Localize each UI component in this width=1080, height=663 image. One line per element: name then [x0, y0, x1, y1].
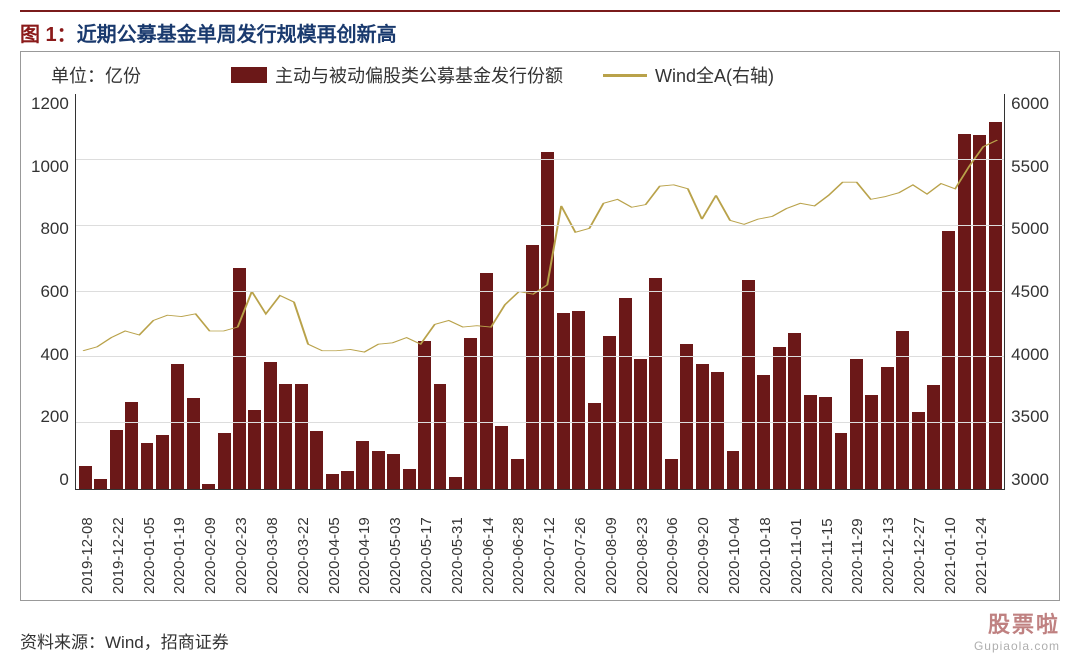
legend-row: 单位：亿份 主动与被动偏股类公募基金发行份额 Wind全A(右轴) [31, 60, 1049, 94]
line-path [83, 140, 997, 352]
y-right-tick: 5000 [1011, 219, 1049, 239]
title-text: 近期公募基金单周发行规模再创新高 [77, 24, 397, 46]
x-tick-label: 2019-12-22 [110, 494, 138, 594]
chart-title: 图 1：近期公募基金单周发行规模再创新高 [20, 18, 1060, 47]
x-tick-label: 2021-01-10 [942, 494, 970, 594]
x-tick-label: 2020-11-15 [819, 494, 847, 594]
y-right-tick: 5500 [1011, 157, 1049, 177]
x-tick-label: 2020-01-19 [171, 494, 199, 594]
y-right-tick: 3000 [1011, 470, 1049, 490]
x-tick-label: 2020-10-04 [726, 494, 754, 594]
plot-row: 1200 1000 800 600 400 200 0 6000 5500 5000 4500 40… [31, 94, 1049, 490]
grid-line [76, 291, 1004, 292]
line-layer [76, 94, 1004, 489]
x-tick-label: 2020-03-22 [295, 494, 323, 594]
x-tick-label: 2020-06-14 [480, 494, 508, 594]
figure-container: 图 1：近期公募基金单周发行规模再创新高 单位：亿份 主动与被动偏股类公募基金发… [0, 0, 1080, 663]
y-left-tick: 1200 [31, 94, 69, 114]
grid-line [76, 422, 1004, 423]
x-axis: 2019-12-082019-12-222020-01-052020-01-19… [31, 490, 1049, 594]
unit-label: 单位：亿份 [51, 62, 141, 88]
bar-swatch-icon [231, 67, 267, 83]
x-tick-label: 2020-09-20 [695, 494, 723, 594]
title-row: 图 1：近期公募基金单周发行规模再创新高 [20, 10, 1060, 51]
x-tick-label: 2020-01-05 [141, 494, 169, 594]
y-right-tick: 4000 [1011, 345, 1049, 365]
x-tick-label: 2020-12-27 [911, 494, 939, 594]
title-prefix: 图 1： [20, 24, 77, 46]
legend-bar-label: 主动与被动偏股类公募基金发行份额 [275, 62, 563, 88]
watermark-sub: Gupiaola.com [974, 639, 1060, 653]
grid-line [76, 356, 1004, 357]
y-axis-left: 1200 1000 800 600 400 200 0 [31, 94, 75, 490]
footer-row: 资料来源：Wind，招商证券 股票啦 Gupiaola.com [20, 601, 1060, 653]
legend-bar: 主动与被动偏股类公募基金发行份额 [231, 62, 563, 88]
y-right-tick: 3500 [1011, 407, 1049, 427]
legend-line-label: Wind全A(右轴) [655, 62, 774, 88]
chart-panel: 单位：亿份 主动与被动偏股类公募基金发行份额 Wind全A(右轴) 1200 10… [20, 51, 1060, 601]
y-left-tick: 800 [31, 219, 69, 239]
watermark-main: 股票啦 [974, 607, 1060, 639]
x-tick-label: 2020-05-03 [387, 494, 415, 594]
x-tick-label: 2020-10-18 [757, 494, 785, 594]
source-label: 资料来源：Wind，招商证券 [20, 628, 229, 653]
x-tick-label: 2020-09-06 [664, 494, 692, 594]
y-left-tick: 600 [31, 282, 69, 302]
y-left-tick: 200 [31, 407, 69, 427]
legend-group: 主动与被动偏股类公募基金发行份额 Wind全A(右轴) [231, 62, 774, 88]
x-tick-label: 2020-11-29 [849, 494, 877, 594]
x-tick-label: 2019-12-08 [79, 494, 107, 594]
x-tick-label: 2020-03-08 [264, 494, 292, 594]
x-tick-label: 2020-08-23 [634, 494, 662, 594]
y-left-tick: 0 [31, 470, 69, 490]
y-right-tick: 4500 [1011, 282, 1049, 302]
x-tick-label: 2020-04-19 [356, 494, 384, 594]
x-tick-label: 2020-05-31 [449, 494, 477, 594]
y-left-tick: 1000 [31, 157, 69, 177]
legend-line: Wind全A(右轴) [603, 62, 774, 88]
x-tick-label: 2020-07-12 [541, 494, 569, 594]
x-tick-label: 2020-04-05 [326, 494, 354, 594]
x-tick-label: 2020-07-26 [572, 494, 600, 594]
x-tick-label: 2020-08-09 [603, 494, 631, 594]
x-tick-label: 2020-12-13 [880, 494, 908, 594]
x-tick-label: 2021-01-24 [973, 494, 1001, 594]
y-right-tick: 6000 [1011, 94, 1049, 114]
x-tick-label: 2020-11-01 [788, 494, 816, 594]
grid-line [76, 225, 1004, 226]
x-tick-label: 2020-02-23 [233, 494, 261, 594]
watermark: 股票啦 Gupiaola.com [974, 607, 1060, 653]
line-swatch-icon [603, 74, 647, 77]
plot-area [75, 94, 1005, 490]
y-left-tick: 400 [31, 345, 69, 365]
x-tick-label: 2020-06-28 [510, 494, 538, 594]
x-tick-label: 2020-05-17 [418, 494, 446, 594]
x-tick-label: 2020-02-09 [202, 494, 230, 594]
y-axis-right: 6000 5500 5000 4500 4000 3500 3000 [1005, 94, 1049, 490]
grid-line [76, 159, 1004, 160]
